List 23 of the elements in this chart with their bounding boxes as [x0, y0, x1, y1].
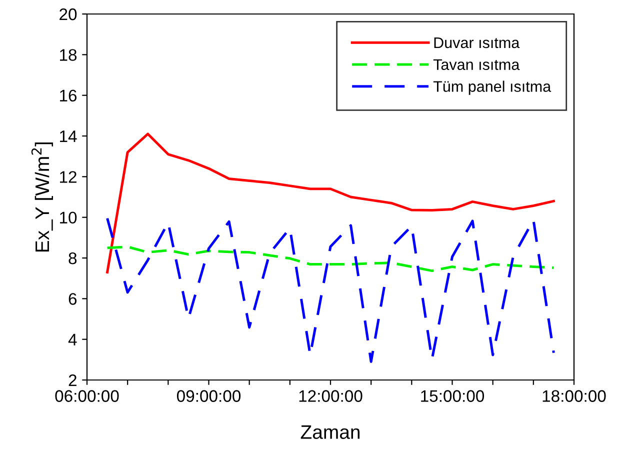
y-tick-label: 18 — [60, 49, 77, 61]
y-tick-label: 14 — [60, 130, 77, 142]
y-tick-label: 16 — [60, 90, 77, 102]
x-tick-label: 18:00:00 — [542, 390, 606, 402]
y-tick-label: 12 — [60, 171, 76, 183]
legend-label: Tüm panel ısıtma — [433, 80, 552, 95]
x-tick-label: 12:00:00 — [299, 390, 362, 402]
y-tick-label: 2 — [68, 374, 76, 386]
x-tick-label: 15:00:00 — [421, 390, 484, 402]
legend-label: Duvar ısıtma — [434, 37, 520, 48]
y-axis-title: Ex_Y [W/m$^{2}$] — [31, 142, 53, 252]
y-tick-label: 8 — [68, 252, 77, 264]
y-tick-label: 6 — [68, 293, 77, 305]
x-tick-label: 06:00:00 — [55, 390, 119, 402]
y-tick-label: 4 — [68, 334, 77, 346]
x-tick-label: 09:00:00 — [176, 390, 241, 402]
line-series — [106, 132, 555, 274]
line-series — [106, 217, 555, 363]
y-tick-label: 10 — [60, 212, 77, 224]
y-tick-label: 20 — [60, 8, 77, 20]
line-series — [106, 246, 555, 272]
x-axis-title: Zaman — [300, 425, 360, 439]
legend-label: Tavan ısıtma — [433, 59, 520, 70]
